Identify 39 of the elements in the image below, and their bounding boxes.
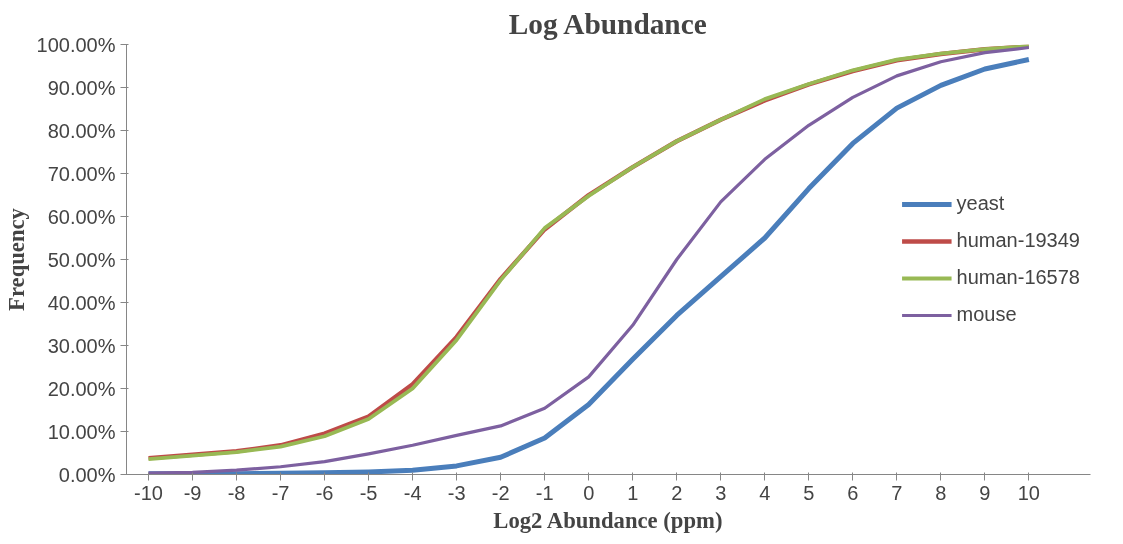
chart-title: Log Abundance [508,7,707,40]
y-tick-label: 80.00% [47,119,116,142]
x-tick-label: -10 [134,481,163,504]
x-tick-label: -7 [271,481,290,504]
x-tick-label: 0 [583,481,595,504]
y-axis-title: Frequency [3,207,29,311]
x-tick-label: 7 [891,481,903,504]
x-tick-label: -5 [359,481,378,504]
legend-label: mouse [956,303,1017,326]
x-tick-label: -8 [227,481,246,504]
x-tick-label: -3 [447,481,466,504]
x-tick-label: 10 [1017,481,1040,504]
x-tick-label: 9 [979,481,991,504]
x-tick-label: -4 [403,481,422,504]
x-tick-label: -2 [491,481,510,504]
x-tick-label: -1 [535,481,554,504]
y-tick-label: 50.00% [47,248,116,271]
x-tick-label: 1 [627,481,639,504]
x-tick-label: -9 [183,481,202,504]
legend-label: human-16578 [956,266,1080,289]
y-tick-label: 30.00% [47,334,116,357]
x-axis-title: Log2 Abundance (ppm) [493,507,723,533]
x-tick-label: 5 [803,481,815,504]
y-tick-label: 20.00% [47,377,116,400]
y-tick-label: 90.00% [47,76,116,99]
legend-label: human-19349 [956,229,1080,252]
x-tick-label: 6 [847,481,859,504]
x-tick-label: 4 [759,481,771,504]
x-tick-label: 8 [935,481,947,504]
y-tick-label: 100.00% [36,33,116,56]
y-tick-label: 70.00% [47,162,116,185]
y-tick-label: 0.00% [58,463,116,486]
y-tick-label: 10.00% [47,420,116,443]
legend-label: yeast [956,192,1005,215]
y-tick-label: 60.00% [47,205,116,228]
x-tick-label: 2 [671,481,683,504]
x-tick-label: -6 [315,481,334,504]
x-tick-label: 3 [715,481,727,504]
y-tick-label: 40.00% [47,291,116,314]
